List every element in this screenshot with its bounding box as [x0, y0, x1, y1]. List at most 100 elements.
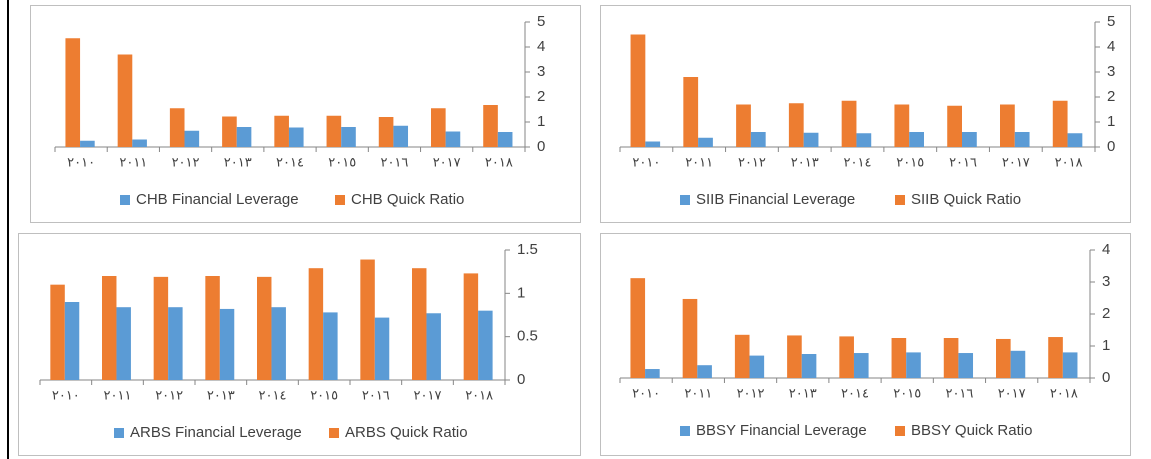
y-tick-label: 1 — [1107, 113, 1115, 130]
bar — [894, 104, 910, 147]
x-tick-label: ٢٠١٦ — [362, 389, 390, 404]
bar — [168, 307, 183, 380]
bar — [65, 38, 81, 147]
bar — [64, 302, 80, 380]
y-tick-label: 3 — [1102, 273, 1110, 290]
x-tick-label: ٢٠١٠ — [632, 387, 660, 402]
bar — [274, 115, 289, 147]
legend-label: BBSY Quick Ratio — [911, 422, 1032, 439]
bar — [958, 353, 974, 378]
x-tick-label: ٢٠١٤ — [844, 156, 872, 171]
legend-label: SIIB Financial Leverage — [696, 191, 855, 208]
y-tick-label: 4 — [537, 38, 545, 55]
legend-label: ARBS Quick Ratio — [345, 424, 468, 441]
x-tick-label: ٢٠١٧ — [998, 387, 1026, 402]
x-tick-label: ٢٠١٣ — [789, 387, 817, 402]
bar — [117, 54, 133, 147]
bar — [645, 369, 660, 378]
bar — [257, 276, 272, 380]
legend-label: ARBS Financial Leverage — [130, 424, 302, 441]
bar — [943, 338, 959, 378]
bar — [219, 308, 235, 380]
bar — [683, 77, 699, 147]
bar — [426, 313, 441, 380]
y-tick-label: 1.5 — [517, 241, 538, 258]
bar — [360, 259, 375, 380]
x-tick-label: ٢٠١٨ — [485, 156, 513, 171]
x-tick-label: ٢٠١٢ — [737, 387, 765, 402]
x-tick-label: ٢٠١١ — [685, 156, 713, 171]
bar — [378, 117, 394, 147]
bar — [132, 139, 147, 147]
x-tick-label: ٢٠١١ — [104, 389, 132, 404]
x-tick-label: ٢٠١٧ — [414, 389, 442, 404]
bar — [697, 365, 712, 378]
bar — [645, 141, 661, 147]
bar — [478, 310, 493, 380]
x-tick-label: ٢٠١٥ — [328, 156, 356, 171]
legend-swatch — [895, 195, 905, 205]
y-tick-label: 5 — [537, 13, 545, 30]
y-tick-label: 1 — [537, 113, 545, 130]
x-tick-label: ٢٠١٣ — [224, 156, 252, 171]
y-tick-label: 5 — [1107, 13, 1115, 30]
x-tick-label: ٢٠١٢ — [172, 156, 200, 171]
bar — [698, 137, 713, 147]
bar — [630, 34, 646, 147]
bar — [750, 132, 766, 147]
y-tick-label: 0 — [517, 371, 525, 388]
legend-swatch — [680, 426, 690, 436]
x-tick-label: ٢٠١٤ — [276, 156, 304, 171]
x-tick-label: ٢٠١٨ — [1055, 156, 1083, 171]
bar — [1067, 133, 1083, 147]
bar — [1048, 337, 1063, 378]
bar — [856, 133, 872, 147]
y-tick-label: 3 — [537, 63, 545, 80]
bar — [853, 353, 869, 378]
bar — [102, 276, 117, 380]
bar — [682, 298, 698, 378]
legend-label: SIIB Quick Ratio — [911, 191, 1021, 208]
bar — [50, 284, 65, 380]
x-tick-label: ٢٠١١ — [684, 387, 712, 402]
legend-swatch — [895, 426, 905, 436]
bar — [497, 132, 513, 147]
bar — [205, 276, 220, 380]
x-tick-label: ٢٠١٥ — [893, 387, 921, 402]
bar — [788, 103, 804, 147]
legend-swatch — [329, 428, 339, 438]
y-tick-label: 2 — [1107, 88, 1115, 105]
bar — [184, 130, 200, 147]
x-tick-label: ٢٠١٢ — [738, 156, 766, 171]
y-tick-label: 1 — [517, 284, 525, 301]
x-tick-label: ٢٠١٧ — [1002, 156, 1030, 171]
bar — [412, 268, 427, 380]
y-tick-label: 2 — [1102, 305, 1110, 322]
y-tick-label: 0 — [537, 138, 545, 155]
x-tick-label: ٢٠١٠ — [67, 156, 95, 171]
bar — [787, 335, 802, 378]
bar — [630, 278, 646, 378]
bar — [803, 132, 819, 147]
x-tick-label: ٢٠١١ — [119, 156, 147, 171]
x-tick-label: ٢٠١٠ — [52, 389, 80, 404]
bar — [323, 312, 338, 380]
legend-label: CHB Quick Ratio — [351, 191, 464, 208]
chart-frame — [600, 5, 1131, 223]
y-tick-label: 2 — [537, 88, 545, 105]
bar — [734, 334, 750, 378]
x-tick-label: ٢٠١٨ — [465, 389, 493, 404]
bar — [906, 352, 921, 378]
bar — [749, 355, 765, 378]
bar — [341, 127, 356, 147]
bar — [393, 125, 409, 147]
bar — [891, 338, 907, 378]
bar — [236, 127, 252, 147]
bar — [80, 140, 95, 147]
y-tick-label: 0 — [1102, 369, 1110, 386]
legend-swatch — [680, 195, 690, 205]
bar — [1014, 132, 1030, 147]
bar — [445, 131, 461, 147]
bar — [169, 108, 185, 147]
bar — [483, 105, 498, 147]
